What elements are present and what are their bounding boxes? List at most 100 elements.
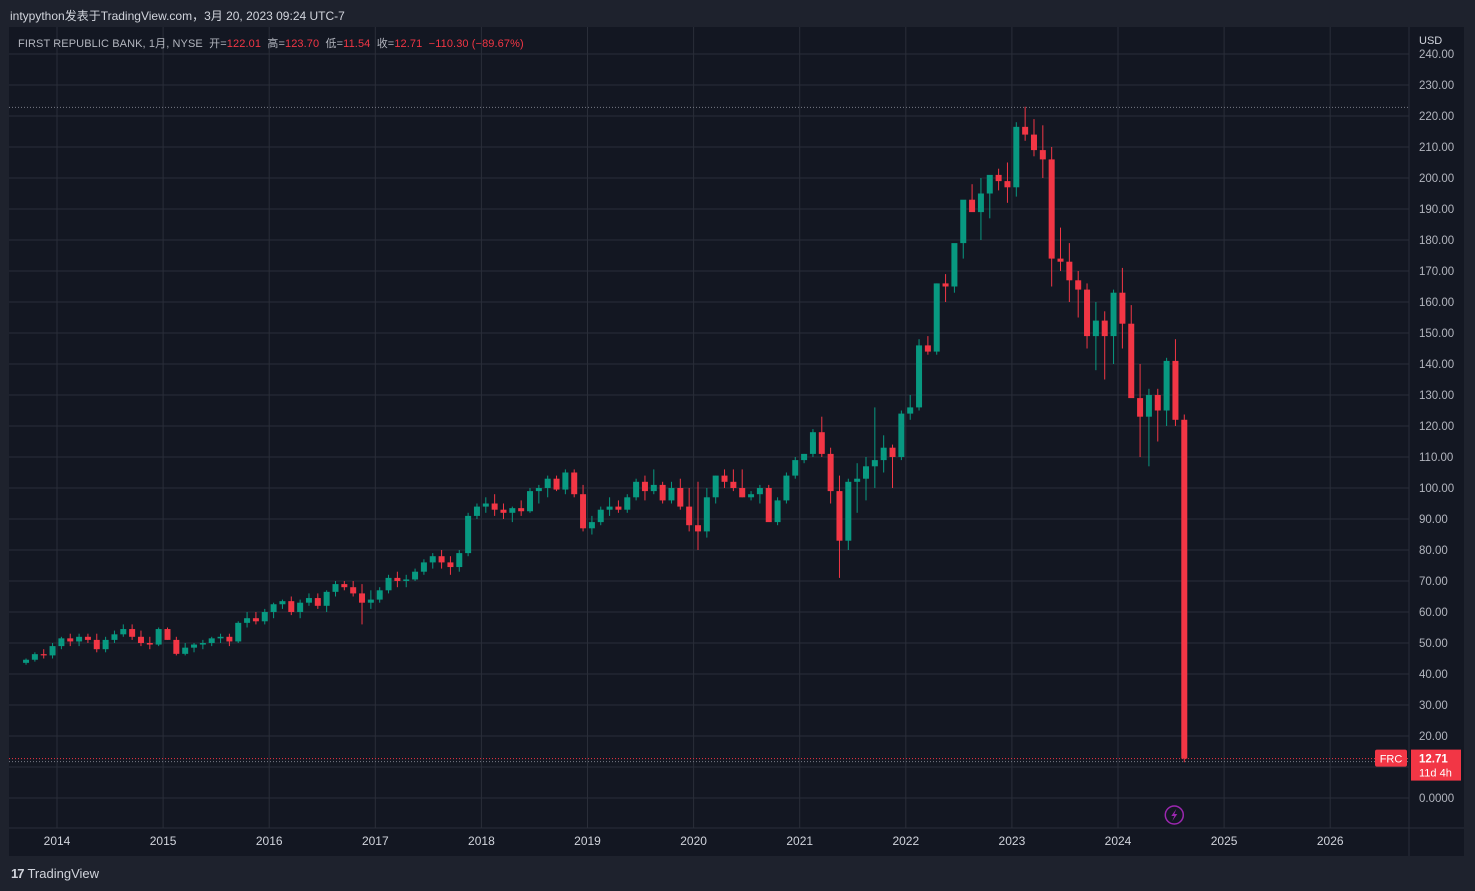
candle-down[interactable]: [252, 618, 259, 622]
candle-up[interactable]: [544, 478, 551, 488]
candle-down[interactable]: [1101, 320, 1108, 337]
candle-up[interactable]: [279, 601, 286, 605]
tradingview-logo[interactable]: 17 TradingView: [11, 866, 99, 881]
candle-down[interactable]: [827, 453, 834, 492]
candle-up[interactable]: [217, 636, 224, 639]
candle-up[interactable]: [191, 644, 198, 648]
candle-up[interactable]: [703, 497, 710, 532]
candle-up[interactable]: [456, 553, 463, 568]
candle-down[interactable]: [1119, 292, 1126, 324]
candle-up[interactable]: [527, 491, 534, 512]
candle-up[interactable]: [49, 646, 56, 656]
candle-up[interactable]: [880, 447, 887, 461]
candle-down[interactable]: [314, 598, 321, 606]
candle-up[interactable]: [633, 481, 640, 498]
candle-up[interactable]: [155, 629, 162, 645]
candle-up[interactable]: [403, 579, 410, 581]
candle-up[interactable]: [473, 506, 480, 516]
candle-up[interactable]: [102, 639, 109, 650]
candle-up[interactable]: [429, 556, 436, 563]
candle-down[interactable]: [553, 478, 560, 490]
candle-down[interactable]: [730, 481, 737, 488]
candle-down[interactable]: [137, 636, 144, 643]
candle-up[interactable]: [235, 622, 242, 642]
candle-down[interactable]: [677, 488, 684, 507]
candle-down[interactable]: [518, 508, 525, 512]
candle-up[interactable]: [31, 654, 38, 660]
candle-down[interactable]: [146, 643, 153, 645]
candle-down[interactable]: [1128, 323, 1135, 399]
candle-up[interactable]: [624, 497, 631, 510]
candle-up[interactable]: [977, 193, 984, 213]
candle-down[interactable]: [1039, 150, 1046, 160]
candle-up[interactable]: [951, 243, 958, 287]
candle-up[interactable]: [261, 612, 268, 622]
candle-down[interactable]: [571, 472, 578, 495]
candle-down[interactable]: [889, 447, 896, 457]
candle-up[interactable]: [120, 629, 127, 635]
candle-up[interactable]: [597, 509, 604, 523]
candle-up[interactable]: [986, 174, 993, 194]
candle-down[interactable]: [924, 345, 931, 352]
candle-down[interactable]: [438, 556, 445, 563]
event-marker-icon[interactable]: [1164, 805, 1185, 825]
candle-down[interactable]: [500, 509, 507, 513]
candle-down[interactable]: [447, 562, 454, 568]
candle-up[interactable]: [412, 571, 419, 580]
candle-down[interactable]: [129, 629, 136, 637]
price-chart[interactable]: 0.000010.0020.0030.0040.0050.0060.0070.0…: [9, 27, 1464, 856]
candle-up[interactable]: [801, 453, 808, 461]
candle-up[interactable]: [854, 478, 861, 482]
candle-up[interactable]: [208, 638, 215, 643]
candle-up[interactable]: [1145, 395, 1152, 417]
candle-down[interactable]: [1172, 360, 1179, 420]
candle-down[interactable]: [995, 174, 1002, 182]
candle-up[interactable]: [297, 602, 304, 612]
candle-up[interactable]: [933, 283, 940, 352]
candle-down[interactable]: [359, 593, 366, 603]
candle-up[interactable]: [907, 407, 914, 414]
candle-down[interactable]: [659, 484, 666, 501]
candle-up[interactable]: [712, 475, 719, 498]
candle-down[interactable]: [1154, 395, 1161, 411]
candle-up[interactable]: [862, 466, 869, 479]
candle-up[interactable]: [756, 488, 763, 495]
candle-down[interactable]: [1066, 261, 1073, 281]
candle-up[interactable]: [960, 199, 967, 244]
candle-up[interactable]: [23, 659, 30, 663]
candle-up[interactable]: [588, 522, 595, 529]
candle-up[interactable]: [385, 577, 392, 591]
candle-up[interactable]: [1163, 360, 1170, 411]
candle-down[interactable]: [818, 432, 825, 454]
candle-up[interactable]: [783, 475, 790, 501]
candle-up[interactable]: [76, 636, 83, 642]
candle-down[interactable]: [1057, 258, 1064, 262]
candle-up[interactable]: [1013, 126, 1020, 188]
candle-up[interactable]: [774, 500, 781, 523]
candle-down[interactable]: [739, 488, 746, 498]
candle-up[interactable]: [367, 599, 374, 603]
candle-down[interactable]: [1181, 419, 1188, 759]
candle-down[interactable]: [695, 525, 701, 532]
candle-down[interactable]: [1084, 289, 1091, 337]
candle-up[interactable]: [244, 618, 251, 623]
candle-up[interactable]: [748, 494, 755, 498]
candle-down[interactable]: [84, 636, 91, 640]
candle-up[interactable]: [792, 460, 799, 476]
candle-down[interactable]: [969, 199, 976, 213]
candle-down[interactable]: [1137, 398, 1144, 417]
candle-up[interactable]: [332, 584, 339, 592]
candle-up[interactable]: [535, 488, 542, 492]
candle-down[interactable]: [164, 629, 171, 640]
currency-label[interactable]: USD: [1419, 35, 1442, 47]
candle-up[interactable]: [270, 604, 277, 612]
candle-down[interactable]: [836, 491, 843, 541]
candle-up[interactable]: [562, 472, 569, 490]
candle-up[interactable]: [420, 562, 427, 572]
candle-down[interactable]: [942, 283, 949, 287]
candle-up[interactable]: [465, 515, 472, 554]
candle-up[interactable]: [668, 488, 675, 501]
candle-down[interactable]: [765, 488, 772, 523]
candle-down[interactable]: [491, 503, 498, 510]
candle-up[interactable]: [1092, 320, 1099, 337]
